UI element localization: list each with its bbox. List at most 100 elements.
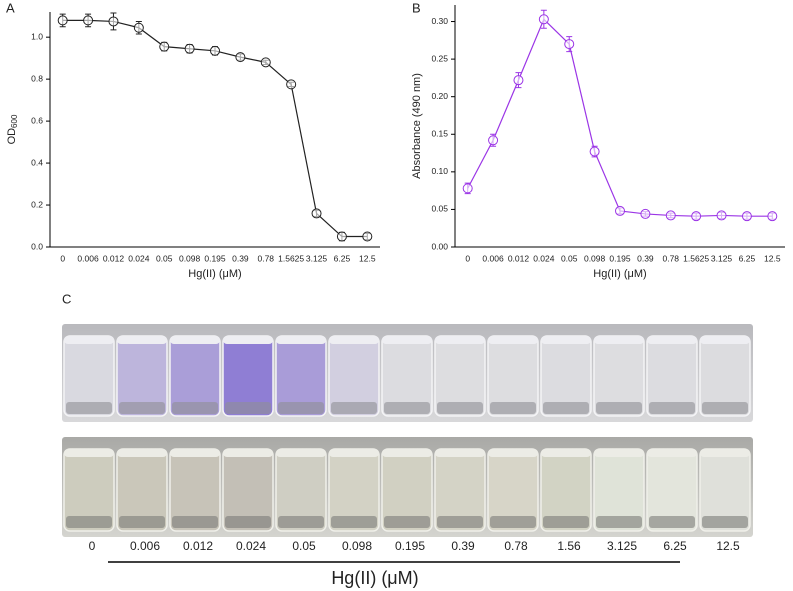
marker [336,231,347,242]
x-tick-label: 0.098 [179,253,201,263]
x-tick-label: 6.25 [334,253,351,263]
vial-top-rim [117,336,167,344]
marker [488,135,499,146]
vial-bottom-base [649,516,695,528]
marker [83,15,94,26]
x-tick-label: 0.024 [533,253,555,263]
vial-bottom-rim [488,449,538,457]
marker [133,22,144,33]
y-tick-label: 0.10 [431,166,448,176]
vial-top-base [172,402,218,414]
panel-letter: A [6,0,15,15]
x-tick-label: 0.006 [77,253,99,263]
vial-top-base [649,402,695,414]
concentration-label: 12.5 [716,539,740,553]
concentration-label: 0.05 [292,539,316,553]
x-tick-label: 0.05 [561,253,578,263]
vial-bottom-base [66,516,112,528]
y-tick-label: 0.00 [431,241,448,251]
vial-top-rim [329,336,379,344]
x-tick-label: 0.195 [609,253,631,263]
vial-top-rim [700,336,750,344]
vial-bottom-rim [64,449,114,457]
marker [159,41,170,52]
y-tick-label: 0.20 [431,91,448,101]
marker [311,208,322,219]
concentration-label: 0.098 [342,539,372,553]
vial-top-rim [647,336,697,344]
marker [665,210,676,221]
vial-top-base [331,402,377,414]
vial-top-rim [64,336,114,344]
marker [235,52,246,63]
x-tick-label: 0.012 [508,253,530,263]
y-tick-label: 0.0 [31,241,43,251]
vial-bottom-rim [594,449,644,457]
marker [362,231,373,242]
marker [286,79,297,90]
vial-top-rim [382,336,432,344]
concentration-label: 0.195 [395,539,425,553]
vial-bottom-rim [329,449,379,457]
vial-top-rim [170,336,220,344]
x-tick-label: 0.024 [128,253,150,263]
marker [615,205,625,216]
x-tick-label: 0.78 [257,253,274,263]
vial-bottom-base [331,516,377,528]
vial-top-rim [488,336,538,344]
concentration-label: 0 [89,539,96,553]
y-tick-label: 0.25 [431,53,448,63]
vial-bottom-rim [382,449,432,457]
vial-bottom-rim [435,449,485,457]
vial-top-base [596,402,642,414]
marker [767,211,778,222]
concentration-label: 0.39 [451,539,475,553]
x-tick-label: 0.39 [232,253,249,263]
x-axis-label: Hg(II) (μM) [593,268,646,280]
concentration-label: 3.125 [607,539,637,553]
vial-bottom-base [490,516,536,528]
x-tick-label: 1.5625 [278,253,304,263]
vial-bottom-base [437,516,483,528]
vial-bottom-rim [117,449,167,457]
y-axis-label: OD600 [6,114,19,144]
x-tick-label: 0.05 [156,253,173,263]
marker [57,15,68,26]
concentration-label: 0.024 [236,539,266,553]
vial-bottom-rim [647,449,697,457]
concentration-label: 6.25 [663,539,687,553]
y-tick-label: 0.4 [31,157,43,167]
line [467,18,773,217]
x-tick-label: 12.5 [359,253,376,263]
photo-x-label: Hg(II) (μM) [331,568,418,588]
vial-bottom-base [702,516,748,528]
x-tick-label: 0.006 [482,253,504,263]
concentration-label: 0.006 [130,539,160,553]
vial-top-base [437,402,483,414]
vial-top-rim [541,336,591,344]
vial-bottom-base [225,516,271,528]
marker [462,183,473,194]
vial-bottom-base [543,516,589,528]
x-tick-label: 12.5 [764,253,781,263]
y-tick-label: 1.0 [31,31,43,41]
vial-top-base [702,402,748,414]
y-tick-label: 0.8 [31,73,43,83]
vial-top-rim [276,336,326,344]
x-tick-label: 6.25 [739,253,756,263]
vial-top-rim [223,336,273,344]
vial-bottom-rim [223,449,273,457]
x-tick-label: 3.125 [711,253,733,263]
marker [640,208,651,219]
marker [716,210,727,221]
marker [564,39,575,50]
marker [108,16,119,27]
vial-top-base [119,402,165,414]
x-axis-label: Hg(II) (μM) [188,268,241,280]
y-tick-label: 0.15 [431,129,448,139]
vial-bottom-rim [276,449,326,457]
vial-top-rim [594,336,644,344]
vial-top-base [66,402,112,414]
y-axis-label: Absorbance (490 nm) [411,73,423,179]
